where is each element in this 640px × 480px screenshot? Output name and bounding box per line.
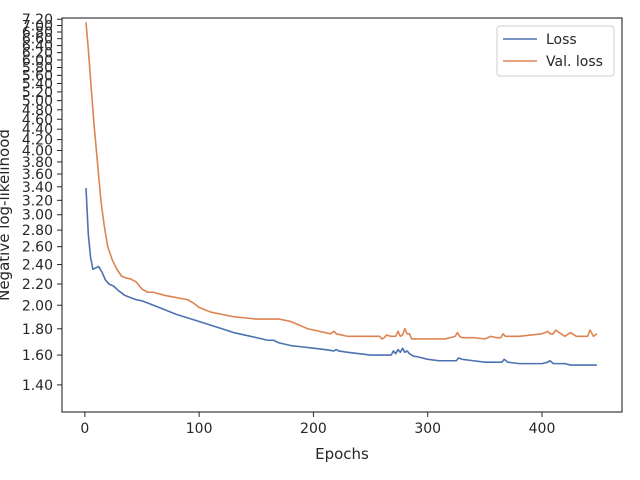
x-tick-label: 0 (80, 421, 89, 437)
y-tick-label: 7.20 (22, 12, 53, 28)
y-tick-label: 4.60 (22, 112, 53, 128)
y-tick-label: 2.60 (22, 240, 53, 256)
y-tick-label: 2.00 (22, 298, 53, 314)
y-tick-label: 4.20 (22, 133, 53, 149)
y-tick-label: 3.40 (22, 180, 53, 196)
x-tick-label: 400 (529, 421, 556, 437)
y-tick-label: 5.80 (22, 61, 53, 77)
y-tick-label: 3.60 (22, 167, 53, 183)
y-tick-label: 4.80 (22, 103, 53, 119)
y-tick-label: 5.20 (22, 85, 53, 101)
x-tick-label: 300 (414, 421, 441, 437)
series-layer (85, 22, 598, 366)
x-axis-label: Epochs (315, 445, 369, 463)
legend-label-val-loss: Val. loss (546, 54, 603, 70)
y-tick-label: 5.60 (22, 68, 53, 84)
y-tick-label: 5.00 (22, 94, 53, 110)
y-tick-label: 6.60 (22, 32, 53, 48)
y-axis-label: Negative log-likelihood (0, 129, 13, 301)
y-tick-label: 3.20 (22, 193, 53, 209)
y-tick-label: 5.40 (22, 76, 53, 92)
y-tick-label: 7.00 (22, 19, 53, 35)
legend-label-loss: Loss (546, 32, 577, 48)
x-axis-ticks: 0 100 200 300 400 (80, 412, 555, 437)
y-tick-label: 4.00 (22, 143, 53, 159)
y-tick-label: 1.40 (22, 378, 53, 394)
y-tick-label: 2.40 (22, 258, 53, 274)
y-tick-label: 6.20 (22, 46, 53, 62)
y-tick-label: 6.00 (22, 53, 53, 69)
y-tick-label: 3.00 (22, 208, 53, 224)
y-tick-label: 6.80 (22, 25, 53, 41)
y-tick-label: 4.40 (22, 122, 53, 138)
y-axis-ticks: 1.40 1.60 1.80 2.00 2.20 2.40 2.602.803.003.20… (22, 12, 62, 394)
y-tick-label: 3.80 (22, 155, 53, 171)
y-tick-label: 1.60 (22, 348, 53, 364)
series-line-loss (85, 188, 597, 366)
y-tick-label: 2.20 (22, 277, 53, 293)
legend: Loss Val. loss (496, 25, 615, 77)
x-tick-label: 100 (186, 421, 213, 437)
y-tick-label: 6.40 (22, 39, 53, 55)
y-tick-label: 2.80 (22, 223, 53, 239)
series-line-val-loss (85, 22, 598, 340)
x-tick-label: 200 (300, 421, 327, 437)
y-tick-label: 1.80 (22, 322, 53, 338)
